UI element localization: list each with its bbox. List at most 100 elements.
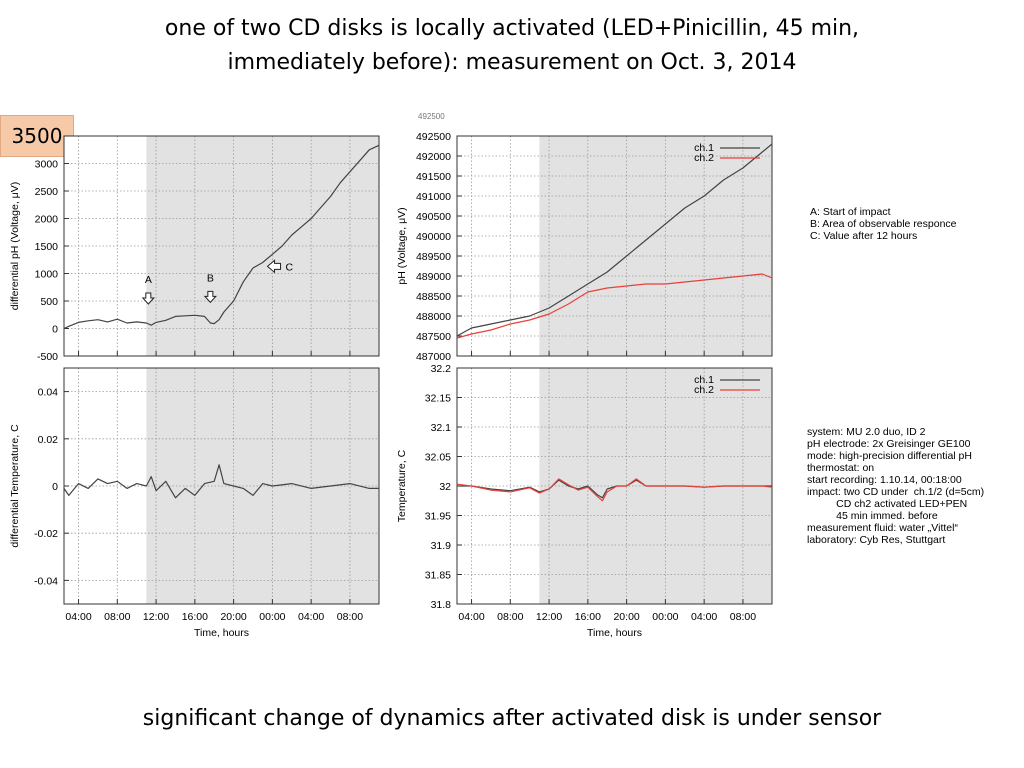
arrow-left-icon <box>266 259 282 274</box>
y-tick-label: 0.02 <box>38 434 59 446</box>
x-tick-label: 04:00 <box>298 611 324 623</box>
slide-caption: significant change of dynamics after act… <box>142 706 882 731</box>
x-tick-label: 08:00 <box>497 611 523 623</box>
legend-label: ch.2 <box>694 384 714 396</box>
arrow-down-icon <box>141 292 155 305</box>
chart-diff-temp: 04:00 08:00 12:00 16:00 20:00 00:00 04:00 08:00… <box>9 367 380 639</box>
value-badge: 3500 <box>0 115 74 157</box>
info-line: pH electrode: 2x Greisinger GE100 <box>807 438 971 450</box>
y-tick-label: 31.8 <box>431 599 452 611</box>
legend-label: ch.2 <box>694 152 714 164</box>
y-tick-label: 1500 <box>35 241 59 253</box>
slide-title-line-2: immediately before): measurement on Oct.… <box>227 50 797 75</box>
y-axis-label: Temperature, C <box>396 449 408 522</box>
y-tick-label: 488500 <box>416 291 451 303</box>
x-tick-label: 00:00 <box>259 611 285 623</box>
y-tick-label: 0 <box>52 324 58 336</box>
x-tick-label: 04:00 <box>691 611 717 623</box>
y-tick-label: 32.1 <box>431 422 452 434</box>
y-tick-label: 31.9 <box>431 540 452 552</box>
x-tick-label: 20:00 <box>613 611 639 623</box>
legend-line-a: A: Start of impact <box>810 206 891 218</box>
arrow-down-icon <box>203 290 217 304</box>
x-tick-label: 08:00 <box>730 611 756 623</box>
info-line: 45 min immed. before <box>807 510 938 522</box>
chart-temperature: 04:00 08:00 12:00 16:00 20:00 00:00 04:00 08:00… <box>396 363 773 639</box>
y-tick-label: 0.04 <box>38 387 59 399</box>
info-line: impact: two CD under ch.1/2 (d=5cm) <box>807 486 985 498</box>
y-tick-label: 3000 <box>35 159 59 171</box>
info-line: system: MU 2.0 duo, ID 2 <box>807 426 926 438</box>
slide-title-line-1: one of two CD disks is locally activated… <box>164 16 860 41</box>
x-tick-label: 08:00 <box>337 611 363 623</box>
info-line: laboratory: Cyb Res, Stuttgart <box>807 534 946 546</box>
chart-diff-ph: -500 0 500 1000 1500 2000 2500 3000 differential… <box>9 135 380 363</box>
activated-region <box>539 136 772 356</box>
series-line-ch-1 <box>456 143 773 337</box>
y-axis-label: pH (Voltage, μV) <box>396 207 408 284</box>
info-line: mode: high-precision differential pH <box>807 450 972 462</box>
legend-line-b: B: Area of observable responce <box>810 218 957 230</box>
y-tick-label: 32 <box>439 481 451 493</box>
y-tick-label: 0 <box>52 481 58 493</box>
x-tick-label: 16:00 <box>575 611 601 623</box>
x-tick-label: 08:00 <box>104 611 130 623</box>
plot-frame <box>63 135 380 357</box>
chart-ph-voltage: 487000 487500 488000 488500 489000 489500 4900… <box>396 131 773 363</box>
y-tick-label: 2000 <box>35 214 59 226</box>
y-tick-label: 2500 <box>35 186 59 198</box>
y-tick-label: 492500 <box>416 131 451 143</box>
y-tick-label: -500 <box>37 351 58 363</box>
y-tick-label: 1000 <box>35 269 59 281</box>
y-tick-label: 31.95 <box>425 511 451 523</box>
activated-region <box>146 368 379 604</box>
activated-region <box>146 136 379 356</box>
y-tick-label: 490500 <box>416 211 451 223</box>
info-line: measurement fluid: water „Vittel“ <box>807 522 958 534</box>
y-tick-label: 492000 <box>416 151 451 163</box>
y-tick-label: -0.02 <box>34 528 58 540</box>
marker-b: B <box>203 272 217 304</box>
marker-c: C <box>266 259 294 274</box>
marker-label: B <box>207 272 214 284</box>
y-tick-label: 491000 <box>416 191 451 203</box>
system-info: system: MU 2.0 duo, ID 2 pH electrode: 2… <box>807 426 984 546</box>
x-axis-label: Time, hours <box>587 627 642 639</box>
plot-frame <box>63 367 380 605</box>
x-tick-label: 00:00 <box>652 611 678 623</box>
y-tick-label: 491500 <box>416 171 451 183</box>
x-axis-label: Time, hours <box>194 627 249 639</box>
series-line-ch-2 <box>456 478 773 502</box>
y-tick-label: 487500 <box>416 331 451 343</box>
series-line-series-0 <box>63 144 380 330</box>
impact-legend: A: Start of impact B: Area of observable… <box>810 206 957 242</box>
clipped-axis-label: 492500 <box>418 112 445 121</box>
y-tick-label: 489500 <box>416 251 451 263</box>
marker-label: C <box>286 261 294 273</box>
x-tick-label: 04:00 <box>458 611 484 623</box>
info-line: thermostat: on <box>807 462 875 474</box>
info-line: start recording: 1.10.14, 00:18:00 <box>807 474 962 486</box>
legend-label: ch.1 <box>694 374 714 386</box>
x-tick-label: 16:00 <box>182 611 208 623</box>
x-tick-label: 12:00 <box>143 611 169 623</box>
plot-frame <box>456 135 773 357</box>
y-tick-label: 31.85 <box>425 570 451 582</box>
y-tick-label: 32.15 <box>425 393 451 405</box>
legend-line-c: C: Value after 12 hours <box>810 230 918 242</box>
y-axis-label: differential pH (Voltage, μV) <box>9 182 21 310</box>
x-tick-label: 20:00 <box>220 611 246 623</box>
y-tick-label: 488000 <box>416 311 451 323</box>
y-tick-label: 500 <box>40 296 58 308</box>
y-tick-label: 32.05 <box>425 452 451 464</box>
legend-label: ch.1 <box>694 142 714 154</box>
y-axis-label: differential Temperature, C <box>9 424 21 548</box>
y-tick-label: -0.04 <box>34 575 58 587</box>
marker-a: A <box>141 274 155 305</box>
slide-title: one of two CD disks is locally activated… <box>0 12 1024 80</box>
y-tick-label: 487000 <box>416 351 451 363</box>
y-tick-label: 490000 <box>416 231 451 243</box>
info-line: CD ch2 activated LED+PEN <box>807 498 968 510</box>
marker-label: A <box>145 274 152 286</box>
x-tick-label: 04:00 <box>65 611 91 623</box>
